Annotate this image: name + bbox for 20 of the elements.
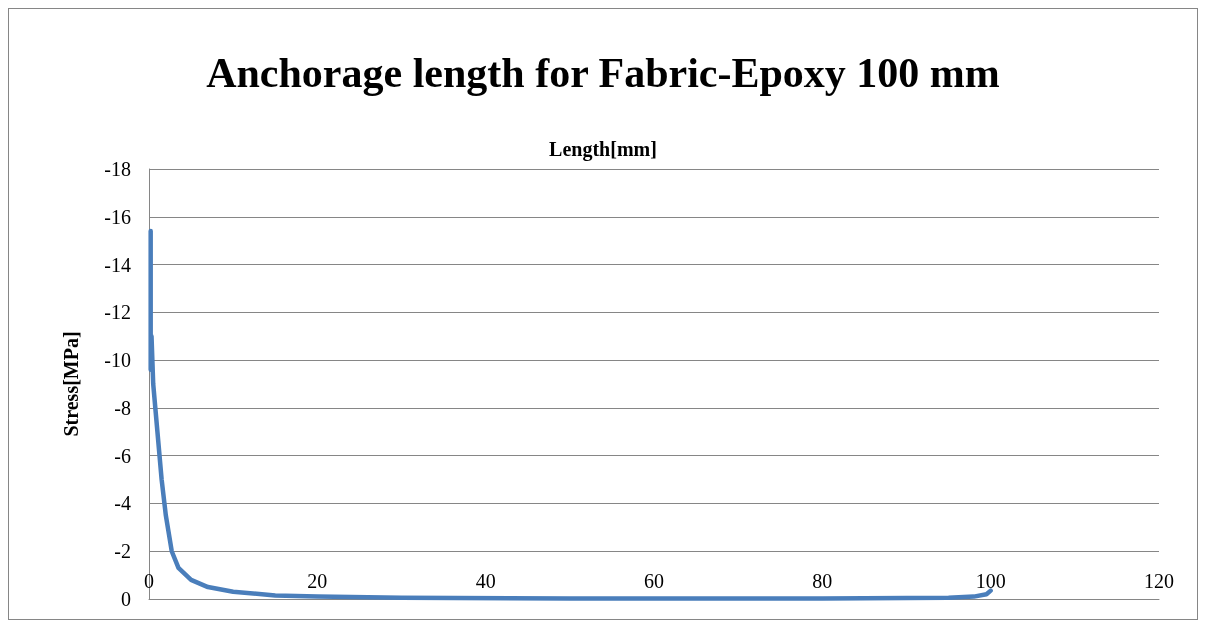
y-tick-label: -8 — [114, 396, 131, 419]
x-tick-label: 120 — [1144, 570, 1174, 592]
x-tick-label: 80 — [812, 570, 833, 592]
x-tick-label: 20 — [307, 570, 328, 592]
y-axis-title: Stress[MPa] — [60, 331, 82, 437]
x-tick-label: 100 — [975, 570, 1006, 592]
y-tick-label: -2 — [114, 540, 131, 563]
x-tick-label: 40 — [475, 570, 496, 592]
y-tick-label: -10 — [104, 349, 131, 372]
y-tick-label: -18 — [104, 158, 131, 180]
x-tick-label: 60 — [644, 570, 664, 592]
y-tick-label: -4 — [114, 492, 131, 515]
x-axis-title: Length[mm] — [549, 138, 657, 161]
y-tick-label: -14 — [104, 253, 131, 276]
chart-title: Anchorage length for Fabric-Epoxy 100 mm — [206, 50, 1000, 96]
y-tick-label: 0 — [121, 588, 131, 610]
y-tick-label: -16 — [104, 205, 131, 228]
y-tick-label: -6 — [114, 444, 131, 467]
y-tick-label: -12 — [104, 301, 131, 324]
x-tick-label: 0 — [144, 570, 154, 592]
